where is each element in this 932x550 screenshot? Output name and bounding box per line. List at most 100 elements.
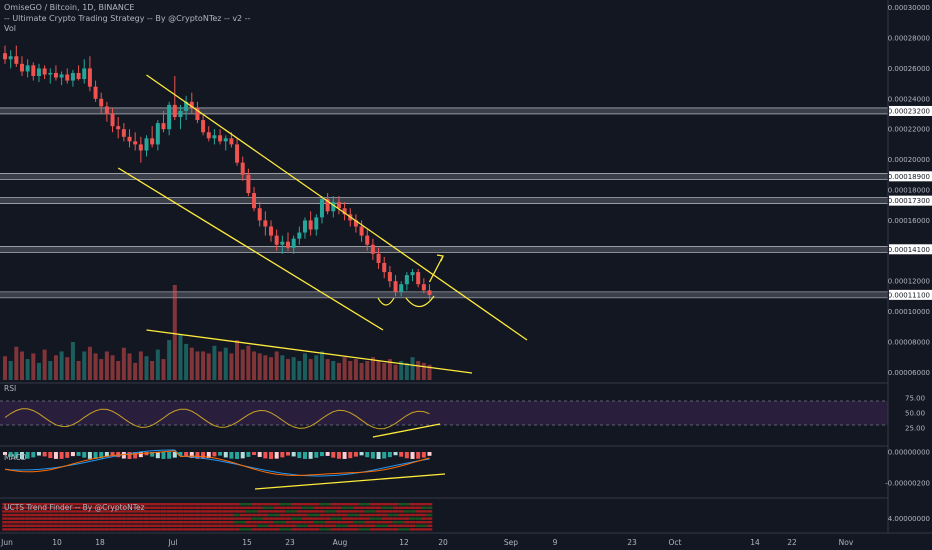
trend-cell xyxy=(358,524,365,527)
trend-cell xyxy=(13,503,20,506)
macd-histogram-bar xyxy=(133,452,138,459)
trend-cell xyxy=(279,510,286,513)
trend-cell xyxy=(421,503,427,506)
trend-cell xyxy=(364,506,371,509)
trend-cell xyxy=(41,521,48,524)
trend-cell xyxy=(336,503,342,506)
candle-body xyxy=(410,272,415,276)
trend-cell xyxy=(172,524,178,527)
trend-cell xyxy=(200,521,206,524)
trend-cell xyxy=(222,517,229,520)
trend-cell xyxy=(194,521,201,524)
volume-bar xyxy=(19,351,24,380)
macd-histogram-bar xyxy=(274,452,279,459)
trend-cell xyxy=(75,506,82,509)
trend-cell xyxy=(279,513,286,517)
trend-cell xyxy=(126,513,133,517)
trend-cell xyxy=(398,524,404,527)
trend-cell xyxy=(341,506,348,509)
macd-histogram-bar xyxy=(70,452,75,457)
trend-cell xyxy=(200,517,206,520)
trend-cell xyxy=(392,521,399,524)
price-tick-label: 0.00026000 xyxy=(888,65,930,73)
trend-cell xyxy=(92,513,99,517)
trend-cell xyxy=(426,517,433,520)
trend-cell xyxy=(307,517,314,520)
trend-cell xyxy=(302,513,308,517)
macd-histogram-bar xyxy=(325,452,330,456)
trend-cell xyxy=(341,521,348,524)
trend-cell xyxy=(81,517,88,520)
level-band xyxy=(0,173,888,180)
trend-cell xyxy=(228,503,235,506)
trend-cell xyxy=(273,510,280,513)
trend-cell xyxy=(285,506,291,509)
trend-cell xyxy=(104,524,110,527)
trend-cell xyxy=(177,513,184,517)
trend-cell xyxy=(2,524,8,527)
trend-cell xyxy=(109,521,116,524)
trend-cell xyxy=(358,503,365,506)
trend-cell xyxy=(211,513,218,517)
candle-body xyxy=(319,199,324,218)
volume-bar xyxy=(59,351,64,380)
trend-cell xyxy=(381,517,388,520)
candle-body xyxy=(274,235,279,245)
trend-cell xyxy=(36,521,42,524)
trend-cell xyxy=(87,513,93,517)
trend-cell xyxy=(426,503,433,506)
trend-cell xyxy=(319,517,325,520)
trend-cell xyxy=(285,524,291,527)
candle-body xyxy=(336,202,341,209)
volume-bar xyxy=(104,351,109,380)
trend-cell xyxy=(143,517,150,520)
trend-cell xyxy=(285,528,291,531)
trend-cell xyxy=(30,513,37,517)
trend-cell xyxy=(353,503,359,506)
macd-histogram-bar xyxy=(353,452,358,457)
trend-cell xyxy=(228,517,235,520)
candle-body xyxy=(133,141,138,145)
macd-histogram-bar xyxy=(280,452,285,458)
candle-body xyxy=(110,114,115,127)
trend-cell xyxy=(421,517,427,520)
trend-cell xyxy=(166,524,172,527)
macd-histogram-bar xyxy=(421,452,426,458)
price-tick-label: 0.00022000 xyxy=(888,126,930,134)
arrow-head xyxy=(436,254,444,262)
trend-cell xyxy=(262,521,269,524)
trend-cell xyxy=(58,503,65,506)
trend-cell xyxy=(138,521,144,524)
trend-cell xyxy=(200,524,206,527)
trend-cell xyxy=(381,510,388,513)
trend-cell xyxy=(426,506,433,509)
trend-cell xyxy=(53,521,59,524)
trend-cell xyxy=(268,528,274,531)
trend-cell xyxy=(234,506,240,509)
trend-cell xyxy=(47,528,54,531)
trend-cell xyxy=(387,513,393,517)
candle-body xyxy=(314,217,319,230)
trend-finder-panel xyxy=(0,497,888,531)
macd-histogram-bar xyxy=(404,452,409,459)
trend-cell xyxy=(7,528,14,531)
trend-cell xyxy=(341,528,348,531)
macd-histogram-bar xyxy=(195,452,200,459)
trend-cell xyxy=(404,506,410,509)
trend-cell xyxy=(313,524,320,527)
trend-cell xyxy=(155,524,161,527)
candle-body xyxy=(82,68,87,80)
candle-body xyxy=(167,104,172,130)
trend-cell xyxy=(296,506,303,509)
trend-cell xyxy=(53,503,59,506)
trend-cell xyxy=(36,513,42,517)
macd-tick-label: 0.00000000 xyxy=(888,449,930,457)
macd-histogram-bar xyxy=(212,452,217,457)
trend-cell xyxy=(398,521,404,524)
trend-cell xyxy=(75,513,82,517)
trend-cell xyxy=(104,503,110,506)
trend-cell xyxy=(115,517,121,520)
trend-cell xyxy=(375,503,382,506)
trend-cell xyxy=(239,524,246,527)
